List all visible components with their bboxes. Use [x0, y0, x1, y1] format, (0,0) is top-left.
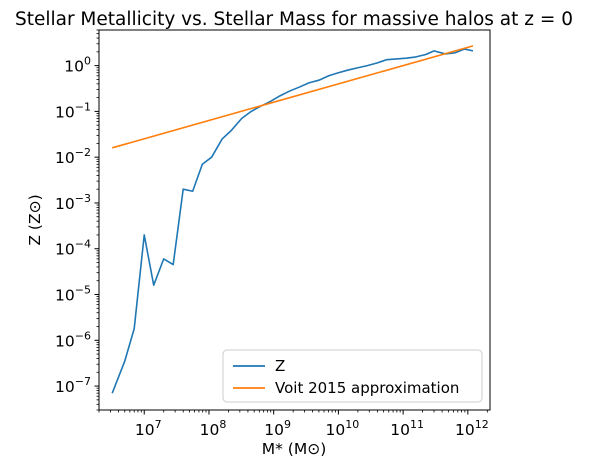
y-tick-label: 10−4	[55, 238, 91, 259]
y-tick-label: 10−5	[55, 284, 91, 305]
y-tick-label: 10−2	[55, 146, 91, 167]
x-axis-label: M* (M⊙)	[262, 440, 327, 458]
y-tick-label: 10−3	[55, 192, 91, 213]
legend-label-z: Z	[275, 357, 285, 375]
x-axis: 107 108 109 1010 1011 1012	[98, 410, 489, 439]
y-tick-label: 100	[64, 55, 91, 76]
y-tick-label: 10−6	[55, 329, 91, 350]
x-tick-label: 1010	[326, 418, 360, 439]
x-tick-label: 1011	[390, 418, 424, 439]
legend-box	[222, 349, 483, 403]
x-tick-label: 108	[200, 418, 227, 439]
legend: Z Voit 2015 approximation	[222, 349, 483, 403]
plot-frame	[98, 29, 491, 411]
x-tick-label: 109	[264, 418, 291, 439]
x-tick-label: 107	[135, 418, 162, 439]
series-line-1	[111, 45, 474, 149]
series-line-0	[111, 48, 474, 394]
y-axis: 10−7 10−6 10−5 10−4 10−3 10−2 10−1 100	[55, 29, 99, 411]
y-tick-label: 10−1	[55, 100, 91, 121]
y-axis-label: Z (Z⊙)	[26, 194, 44, 245]
x-tick-label: 1012	[455, 418, 489, 439]
chart-title: Stellar Metallicity vs. Stellar Mass for…	[15, 9, 573, 30]
legend-label-voit: Voit 2015 approximation	[275, 379, 459, 397]
y-tick-label: 10−7	[55, 375, 91, 396]
series-layer	[111, 45, 474, 394]
plot-area	[98, 29, 491, 411]
